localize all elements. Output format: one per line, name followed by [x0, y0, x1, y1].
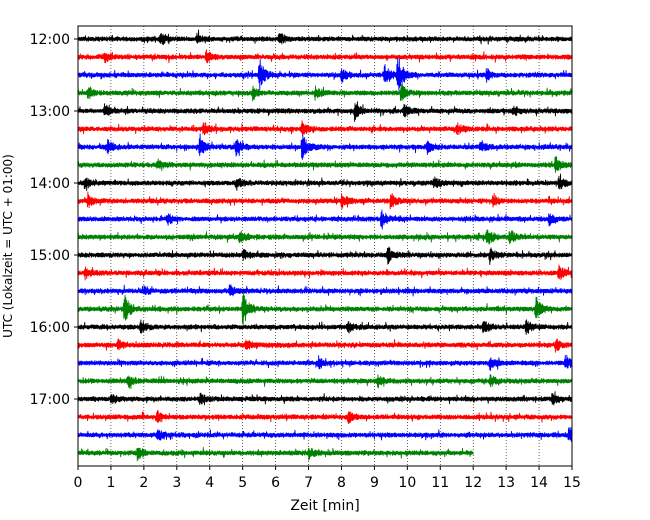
- x-tick-label: 1: [106, 475, 115, 491]
- trace-line: [77, 292, 573, 329]
- y-tick-label: 13:00: [30, 104, 70, 120]
- trace-line: [77, 391, 573, 406]
- trace-line: [77, 209, 573, 230]
- y-tick-label: 12:00: [30, 32, 70, 48]
- trace-line: [77, 426, 573, 442]
- seismic-traces: [77, 29, 573, 462]
- trace-line: [77, 284, 573, 297]
- y-axis-title: UTC (Lokalzeit = UTC + 01:00): [1, 154, 15, 338]
- x-tick-label: 4: [205, 475, 214, 491]
- x-axis-ticks: 0 1 2 3 4 5 6 7 8 9 10 11 12 13 14 15: [74, 466, 581, 491]
- x-tick-label: 0: [74, 475, 83, 491]
- trace-line: [77, 246, 573, 265]
- trace-line: [77, 354, 573, 371]
- trace-line: [77, 229, 573, 245]
- x-tick-label: 9: [370, 475, 379, 491]
- y-tick-label: 17:00: [30, 392, 70, 408]
- x-tick-label: 3: [172, 475, 181, 491]
- trace-line: [77, 173, 573, 192]
- plot-frame: [77, 25, 573, 467]
- trace-line: [77, 29, 573, 46]
- trace-line: [77, 57, 573, 92]
- trace-line: [77, 191, 573, 210]
- y-axis-ticks: 12:00 13:00 14:00 15:00 16:00 17:00: [30, 32, 78, 408]
- x-tick-label: 8: [337, 475, 346, 491]
- vertical-grid: [110, 26, 540, 466]
- trace-line: [77, 49, 573, 64]
- trace-line: [77, 373, 573, 390]
- x-axis-title: Zeit [min]: [290, 498, 359, 514]
- x-tick-label: 5: [238, 475, 247, 491]
- y-tick-label: 16:00: [30, 320, 70, 336]
- x-tick-label: 15: [563, 475, 581, 491]
- trace-line: [77, 447, 474, 462]
- y-tick-label: 14:00: [30, 176, 70, 192]
- trace-line: [77, 264, 573, 281]
- x-tick-label: 7: [304, 475, 313, 491]
- y-tick-label: 15:00: [30, 248, 70, 264]
- trace-line: [77, 338, 573, 353]
- trace-line: [77, 101, 573, 122]
- trace-line: [77, 410, 573, 425]
- x-tick-label: 13: [497, 475, 515, 491]
- x-tick-label: 2: [139, 475, 148, 491]
- trace-line: [77, 83, 573, 102]
- x-tick-label: 10: [398, 475, 416, 491]
- trace-line: [77, 133, 573, 160]
- x-tick-label: 12: [464, 475, 482, 491]
- x-tick-label: 6: [271, 475, 280, 491]
- x-tick-label: 11: [431, 475, 449, 491]
- x-tick-label: 14: [530, 475, 548, 491]
- trace-line: [77, 156, 573, 173]
- trace-line: [77, 120, 573, 137]
- trace-line: [77, 319, 573, 335]
